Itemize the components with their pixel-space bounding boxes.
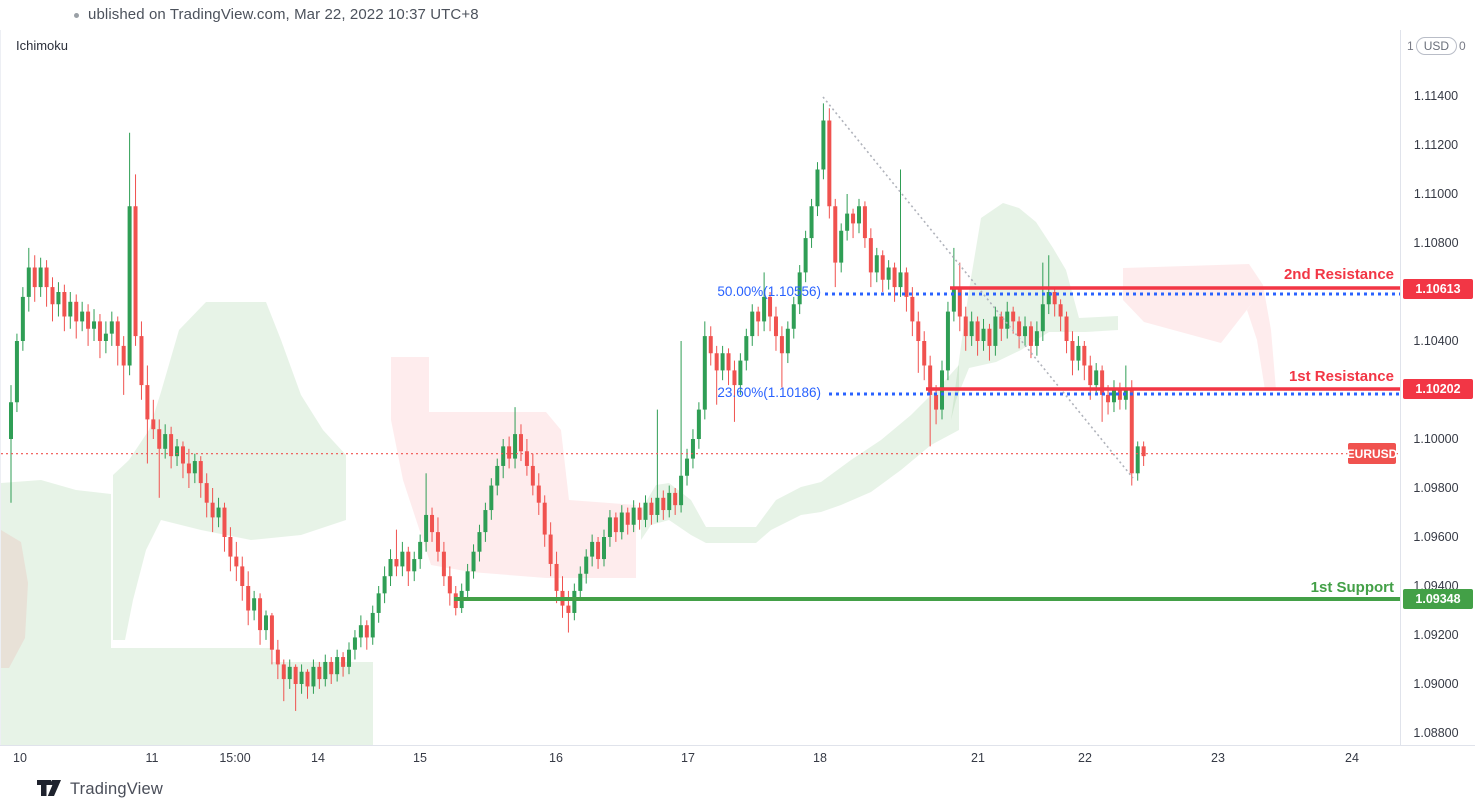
published-bar: ublished on TradingView.com, Mar 22, 202… [0,0,1475,31]
fib-50-label[interactable]: 50.00%(1.10556) [717,284,821,299]
currency-unit-toggle[interactable]: 1 USD 0 [1407,37,1466,55]
symbol-price-badge: EURUSD [1347,443,1397,464]
resistance1-price-badge: 1.10202 [1403,379,1473,399]
time-tick: 11 [145,751,159,765]
time-tick: 15:00 [219,751,251,765]
chart-pane[interactable]: Ichimoku 50.00%(1.10556) 23.60%(1.10186)… [0,30,1401,745]
candles [9,103,1146,711]
price-tick: 1.11000 [1413,187,1459,201]
time-tick: 23 [1211,751,1225,765]
price-tick: 1.10400 [1413,334,1459,348]
price-tick: 1.08800 [1413,726,1459,740]
unit-suffix: 0 [1459,39,1466,53]
price-tick: 1.09200 [1413,628,1459,642]
time-tick: 17 [681,751,695,765]
indicator-label[interactable]: Ichimoku [16,38,69,53]
time-tick: 10 [13,751,27,765]
published-text: ublished on TradingView.com, Mar 22, 202… [88,6,479,23]
time-axis[interactable]: 10 11 15:00 14 15 16 17 18 21 22 23 24 [0,745,1475,773]
price-tick: 1.10800 [1413,236,1459,250]
candlestick-chart[interactable] [1,30,1401,745]
price-tick: 1.11400 [1413,89,1459,103]
bullet-dot-icon [74,13,79,18]
price-tick: 1.11200 [1413,138,1459,152]
footer: TradingView [0,771,1475,808]
resistance1-label[interactable]: 1st Resistance [1288,368,1394,385]
price-tick: 1.09000 [1413,677,1459,691]
tradingview-brand[interactable]: TradingView [36,778,163,800]
ichimoku-clouds [1,203,1276,745]
currency-pill[interactable]: USD [1415,37,1458,55]
support1-price-badge: 1.09348 [1403,589,1473,609]
time-tick: 16 [549,751,563,765]
price-axis[interactable]: 1 USD 0 1.11400 1.11200 1.11000 1.10800 1.10… [1400,30,1475,770]
time-tick: 18 [813,751,827,765]
time-tick: 21 [971,751,985,765]
support1-label[interactable]: 1st Support [1310,579,1394,596]
resistance2-price-badge: 1.10613 [1403,279,1473,299]
price-tick: 1.10000 [1413,432,1459,446]
resistance2-label[interactable]: 2nd Resistance [1283,266,1394,283]
fib-236-label[interactable]: 23.60%(1.10186) [717,385,821,400]
price-tick: 1.09600 [1413,530,1459,544]
time-tick: 22 [1078,751,1092,765]
time-tick: 15 [413,751,427,765]
tradingview-logo-icon [37,780,61,796]
time-tick: 14 [311,751,325,765]
price-tick: 1.09800 [1413,481,1459,495]
unit-prefix: 1 [1407,39,1414,53]
tradingview-wordmark: TradingView [70,779,163,798]
time-tick: 24 [1345,751,1359,765]
